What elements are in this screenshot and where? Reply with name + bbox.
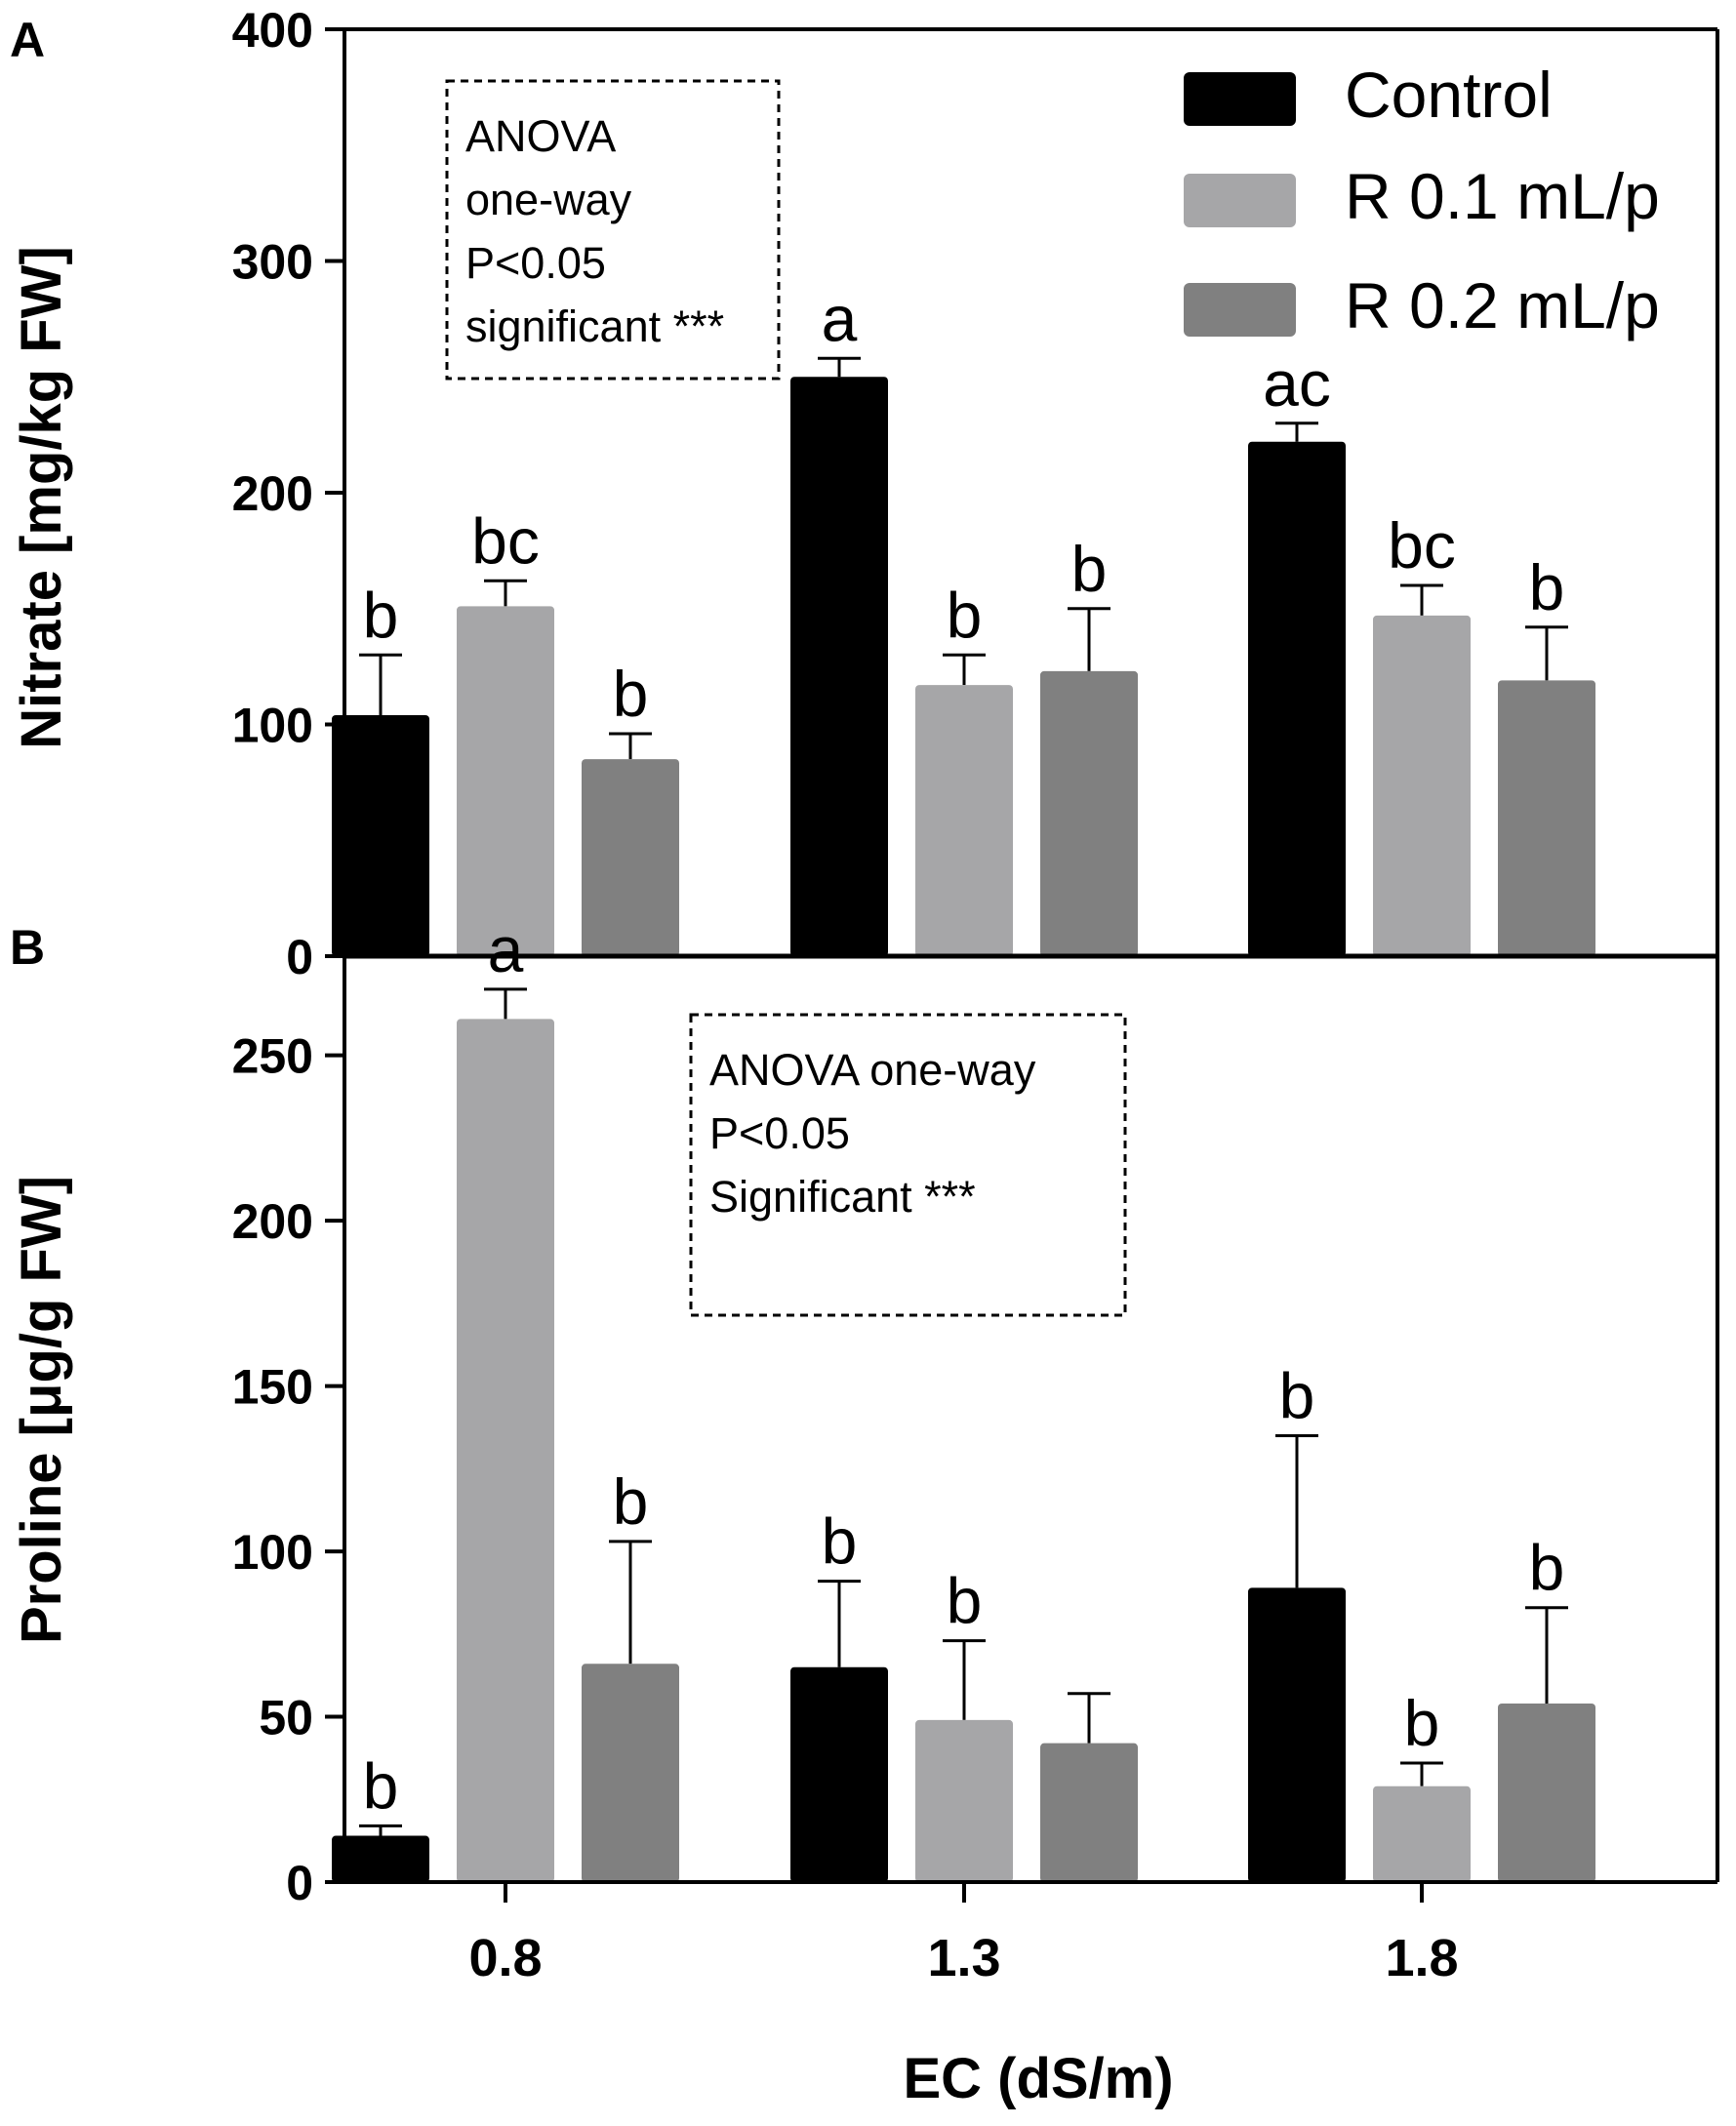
panel-a-letter-r01-0: bc <box>471 504 540 577</box>
panel-b-bar-r01-1 <box>915 1719 1013 1882</box>
panel-b-letter-r02-2: b <box>1529 1532 1565 1604</box>
x-tick-label-2: 1.8 <box>1385 1929 1458 1987</box>
panel-b-bar-control-0 <box>332 1835 429 1882</box>
panel-a-bar-control-1 <box>790 377 888 956</box>
panel-b-y-tick-label-0: 0 <box>286 1856 313 1910</box>
panel-a-letter-r02-2: b <box>1529 551 1565 623</box>
panel-b-y-axis-title: Proline [μg/g FW] <box>10 1176 73 1644</box>
panel-b-letter-control-1: b <box>822 1505 858 1578</box>
panel-a-y-tick-label-100: 100 <box>232 699 313 753</box>
panel-a-letter-control-0: b <box>363 579 399 651</box>
panel-a-bar-control-0 <box>332 715 429 956</box>
panel-a-y-tick-label-200: 200 <box>232 466 313 521</box>
panel-a-label: A <box>10 13 45 67</box>
panel-b-letter-control-0: b <box>363 1749 399 1822</box>
panel-a-bar-r02-1 <box>1040 670 1138 956</box>
panel-b-anova-line-3: Significant *** <box>709 1172 976 1222</box>
legend-swatch-r01 <box>1184 174 1296 227</box>
x-tick-label-0: 0.8 <box>468 1929 542 1987</box>
panel-b-anova-line-1: ANOVA one-way <box>709 1045 1036 1095</box>
panel-b-bar-r01-0 <box>457 1019 554 1882</box>
panel-b-bar-r02-0 <box>582 1664 679 1882</box>
legend-label-control: Control <box>1345 59 1553 131</box>
panel-b-bar-r02-1 <box>1040 1743 1138 1882</box>
panel-a-anova-line-1: ANOVA <box>465 111 616 161</box>
panel-b-label: B <box>10 920 45 975</box>
panel-b-y-tick-label-150: 150 <box>232 1360 313 1415</box>
panel-b-y-tick-label-200: 200 <box>232 1194 313 1249</box>
panel-a-letter-r01-1: b <box>947 579 983 651</box>
legend-swatch-r02 <box>1184 283 1296 337</box>
panel-b-plot: 0 50 100 150 200 250 b b b a b b b b <box>232 913 1595 1910</box>
panel-b-bar-control-2 <box>1248 1587 1346 1882</box>
panel-a-letter-r02-1: b <box>1071 533 1108 605</box>
panel-b-letter-r01-0: a <box>488 913 524 985</box>
panel-a-anova-line-2: one-way <box>465 175 632 224</box>
panel-b-letter-r02-0: b <box>613 1465 649 1538</box>
panel-a-anova-box: ANOVA one-way P<0.05 significant *** <box>445 79 781 381</box>
panel-b-anova-box: ANOVA one-way P<0.05 Significant *** <box>689 1013 1127 1317</box>
legend: Control R 0.1 mL/p R 0.2 mL/p <box>1184 59 1660 341</box>
panel-b-y-tick-label-100: 100 <box>232 1525 313 1580</box>
panel-a-letter-r01-2: bc <box>1388 509 1456 582</box>
panel-b-anova-line-2: P<0.05 <box>709 1108 850 1158</box>
panel-a-y-tick-label-300: 300 <box>232 235 313 290</box>
panel-a-letter-control-1: a <box>822 282 858 354</box>
panel-a-letter-r02-0: b <box>613 658 649 730</box>
legend-label-r01: R 0.1 mL/p <box>1345 160 1660 232</box>
panel-a-anova-line-3: P<0.05 <box>465 238 606 288</box>
legend-label-r02: R 0.2 mL/p <box>1345 269 1660 341</box>
panel-a-y-axis-title: Nitrate [mg/kg FW] <box>10 246 73 749</box>
panel-a-bar-r01-0 <box>457 606 554 956</box>
x-axis-title: EC (dS/m) <box>903 2047 1173 2110</box>
panel-a-y-tick-label-0: 0 <box>286 930 313 984</box>
x-axis: 0.8 1.3 1.8 <box>468 1882 1459 1987</box>
panel-a-y-tick-label-400: 400 <box>232 3 313 58</box>
panel-b-y-tick-label-250: 250 <box>232 1029 313 1084</box>
panel-a-bar-r02-0 <box>582 759 679 956</box>
panel-a-bar-control-2 <box>1248 441 1346 956</box>
panel-b-letter-r01-1: b <box>947 1565 983 1637</box>
axes-frame <box>343 27 1719 1884</box>
panel-a-bar-r01-2 <box>1373 615 1471 956</box>
panel-a-bar-r02-2 <box>1498 680 1595 956</box>
panel-a-anova-line-4: significant *** <box>465 301 724 351</box>
panel-b-letter-r01-2: b <box>1404 1687 1440 1759</box>
panel-b-bar-control-1 <box>790 1666 888 1882</box>
panel-a-bar-r01-1 <box>915 685 1013 956</box>
legend-swatch-control <box>1184 72 1296 126</box>
panel-b-bar-r01-2 <box>1373 1785 1471 1882</box>
panel-b-y-tick-label-50: 50 <box>259 1691 313 1745</box>
panel-b-bar-r02-2 <box>1498 1703 1595 1882</box>
x-tick-label-1: 1.3 <box>927 1929 1000 1987</box>
panel-a-letter-control-2: ac <box>1263 347 1331 420</box>
panel-b-letter-control-2: b <box>1279 1359 1315 1431</box>
